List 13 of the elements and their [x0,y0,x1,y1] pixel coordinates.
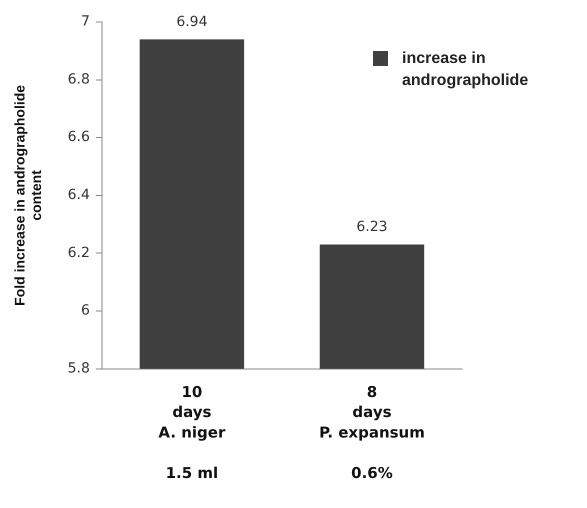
legend-label: increase in andrographolide [402,49,530,91]
data-label: 6.94 [176,14,208,30]
category-label: 8 days P. expansum 0.6% [319,382,425,482]
data-label: 6.23 [356,219,388,236]
y-tick-label: 6.6 [68,129,90,146]
y-tick-label: 6 [80,302,90,319]
y-tick-label: 6.2 [68,244,90,261]
y-tick-label: 5.8 [68,360,90,376]
y-tick-label: 7 [80,14,90,30]
y-axis-title: Fold increase in andrographolide content [11,84,44,306]
y-tick-label: 6.8 [68,71,90,88]
category-label: 10 days A. niger 1.5 ml [158,382,226,482]
y-tick-label: 6.4 [68,187,90,204]
